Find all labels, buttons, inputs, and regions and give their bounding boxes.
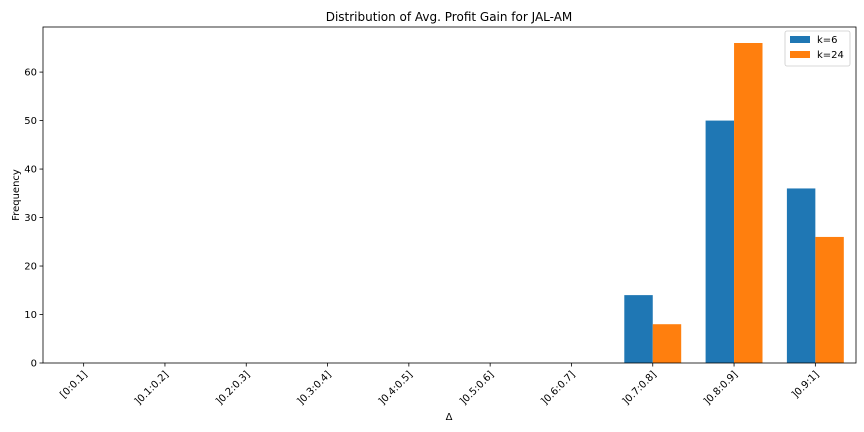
y-tick-label: 60 — [24, 68, 37, 79]
x-tick-label: ]0.6:0.7] — [539, 369, 577, 407]
bar-k6-8 — [705, 120, 735, 363]
y-tick-label: 50 — [24, 116, 37, 127]
y-tick-label: 40 — [24, 165, 37, 176]
x-tick-label: [0:0.1] — [58, 369, 89, 400]
bar-k6-7 — [624, 295, 653, 363]
x-tick-label: ]0.2:0.3] — [214, 369, 252, 407]
legend-swatch-k24 — [790, 51, 810, 58]
x-tick-label: ]0.9:1] — [790, 369, 821, 400]
legend-swatch-k6 — [790, 36, 810, 43]
y-tick-label: 30 — [24, 213, 37, 224]
plot-area: 0 10 20 30 40 50 60 [0:0.1] ]0.1:0.2] ]0.2:0.3] ]0… — [24, 26, 857, 408]
y-tick-label: 0 — [31, 359, 37, 370]
x-tick-label: ]0.7:0.8] — [621, 369, 659, 407]
x-axis-label: Δ — [446, 412, 453, 423]
x-tick-label: ]0.4:0.5] — [377, 369, 415, 407]
legend: k=6 k=24 — [784, 30, 851, 67]
y-tick-label: 10 — [24, 310, 37, 321]
bar-k24-9 — [815, 236, 844, 363]
y-tick-label: 20 — [24, 262, 37, 273]
bar-k24-7 — [652, 324, 682, 363]
bar-k24-8 — [734, 43, 763, 363]
chart-title: Distribution of Avg. Profit Gain for JAL… — [326, 10, 573, 24]
legend-label-k24: k=24 — [817, 50, 844, 61]
x-tick-label: ]0.8:0.9] — [702, 369, 740, 407]
x-tick-label: ]0.1:0.2] — [133, 369, 171, 407]
legend-label-k6: k=6 — [817, 35, 838, 46]
axes-frame — [42, 26, 857, 364]
bar-k6-9 — [786, 188, 816, 363]
x-tick-label: ]0.3:0.4] — [295, 369, 333, 407]
y-axis-label: Frequency — [11, 169, 22, 221]
x-tick-label: ]0.5:0.6] — [458, 369, 496, 407]
